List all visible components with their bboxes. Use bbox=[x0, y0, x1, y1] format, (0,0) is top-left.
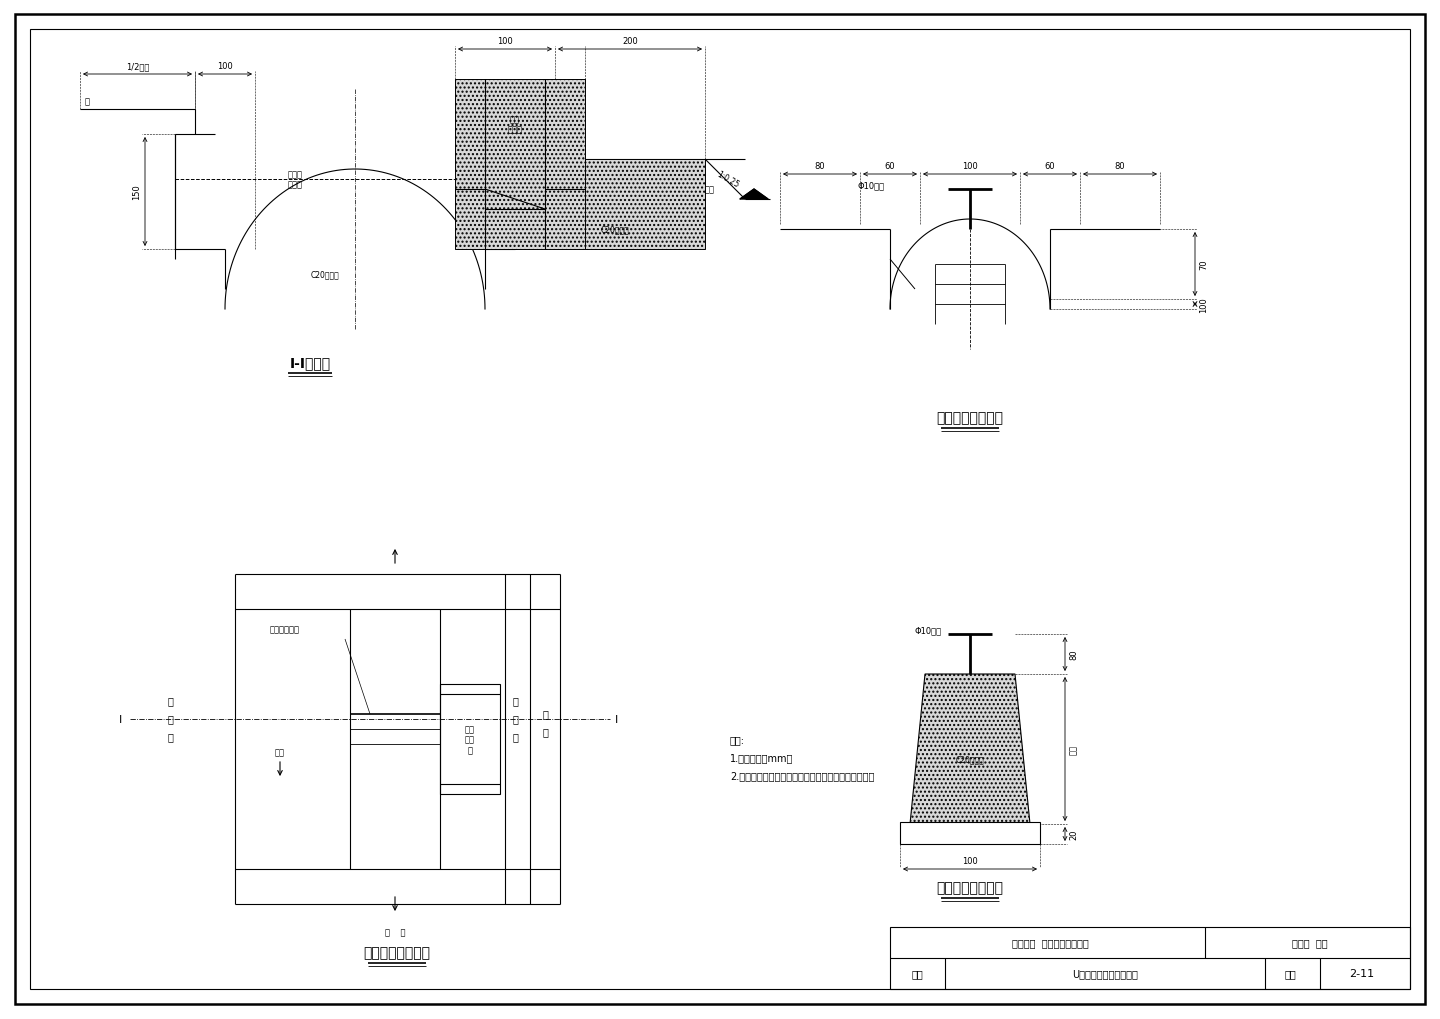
Text: C20混凝土: C20混凝土 bbox=[311, 270, 340, 279]
Text: 闸: 闸 bbox=[541, 708, 549, 718]
Bar bbox=[890, 927, 1410, 989]
Bar bbox=[455, 79, 585, 250]
Text: 100: 100 bbox=[1200, 297, 1208, 313]
Text: 20: 20 bbox=[1068, 828, 1079, 840]
Text: 面: 面 bbox=[541, 727, 549, 737]
Text: 100: 100 bbox=[217, 62, 233, 71]
Text: 牛墩式闸门侧面图: 牛墩式闸门侧面图 bbox=[936, 880, 1004, 894]
Text: 岸: 岸 bbox=[513, 713, 518, 723]
Text: 60: 60 bbox=[884, 162, 896, 171]
Text: 田间
进水口: 田间 进水口 bbox=[507, 115, 523, 135]
Text: 80: 80 bbox=[1068, 649, 1079, 659]
Text: Ⅰ: Ⅰ bbox=[615, 714, 618, 725]
Polygon shape bbox=[910, 675, 1030, 824]
Text: 水流: 水流 bbox=[275, 748, 285, 757]
Text: 牛墩式闸门立面图: 牛墩式闸门立面图 bbox=[936, 411, 1004, 425]
Text: 渠    道: 渠 道 bbox=[384, 927, 405, 936]
Text: 1:0.25: 1:0.25 bbox=[716, 170, 740, 190]
Text: 牛墩式小闸门: 牛墩式小闸门 bbox=[271, 625, 300, 634]
Text: 图名: 图名 bbox=[912, 968, 923, 978]
Text: 界: 界 bbox=[167, 732, 173, 741]
Text: 1/2净宽: 1/2净宽 bbox=[125, 62, 150, 71]
Bar bbox=[585, 160, 706, 250]
Text: 渠: 渠 bbox=[167, 713, 173, 723]
Text: C20混凝土: C20混凝土 bbox=[956, 755, 985, 764]
Text: Ⅰ-Ⅰ剖面图: Ⅰ-Ⅰ剖面图 bbox=[289, 356, 331, 370]
Bar bbox=[900, 822, 1040, 844]
Text: 2-11: 2-11 bbox=[1349, 968, 1375, 978]
Text: C20混凝土: C20混凝土 bbox=[600, 225, 629, 234]
Text: 堤: 堤 bbox=[85, 98, 91, 106]
Text: 壁: 壁 bbox=[513, 732, 518, 741]
Polygon shape bbox=[740, 190, 768, 200]
Text: 田面: 田面 bbox=[706, 185, 716, 195]
Text: 100: 100 bbox=[962, 162, 978, 171]
Text: 80: 80 bbox=[815, 162, 825, 171]
Text: 100: 100 bbox=[497, 37, 513, 46]
Bar bbox=[441, 685, 500, 794]
Text: 200: 200 bbox=[622, 37, 638, 46]
Text: 80: 80 bbox=[1115, 162, 1125, 171]
Text: Ⅰ: Ⅰ bbox=[118, 714, 122, 725]
Text: 牛墩式
小闸门: 牛墩式 小闸门 bbox=[288, 170, 302, 190]
Text: Φ10绞手: Φ10绞手 bbox=[858, 181, 886, 191]
Text: 100: 100 bbox=[962, 856, 978, 865]
Text: 第一部分  渠道与渠系建筑物: 第一部分 渠道与渠系建筑物 bbox=[1012, 937, 1089, 947]
Text: 2.牛墩式小闸门应在渠道中预制，以与渠道配合密切。: 2.牛墩式小闸门应在渠道中预制，以与渠道配合密切。 bbox=[730, 770, 874, 781]
Text: 70: 70 bbox=[1200, 260, 1208, 270]
Text: 说明:: 说明: bbox=[730, 735, 744, 744]
Text: 牛墩式闸门平面图: 牛墩式闸门平面图 bbox=[363, 945, 431, 959]
Text: 渠: 渠 bbox=[513, 695, 518, 705]
Text: 田间
进水
口: 田间 进水 口 bbox=[465, 725, 475, 754]
Text: 图号: 图号 bbox=[1284, 968, 1296, 978]
Text: 60: 60 bbox=[1044, 162, 1056, 171]
Text: Φ10绞手: Φ10绞手 bbox=[914, 626, 942, 635]
Text: 1.尺寸单位为mm。: 1.尺寸单位为mm。 bbox=[730, 752, 793, 762]
Text: 内径: 内径 bbox=[1068, 744, 1079, 754]
Text: 水: 水 bbox=[167, 695, 173, 705]
Text: 第二章  水闸: 第二章 水闸 bbox=[1292, 937, 1328, 947]
Text: 150: 150 bbox=[132, 184, 141, 200]
Text: U型牛墩式小闸门设计图: U型牛墩式小闸门设计图 bbox=[1071, 968, 1138, 978]
